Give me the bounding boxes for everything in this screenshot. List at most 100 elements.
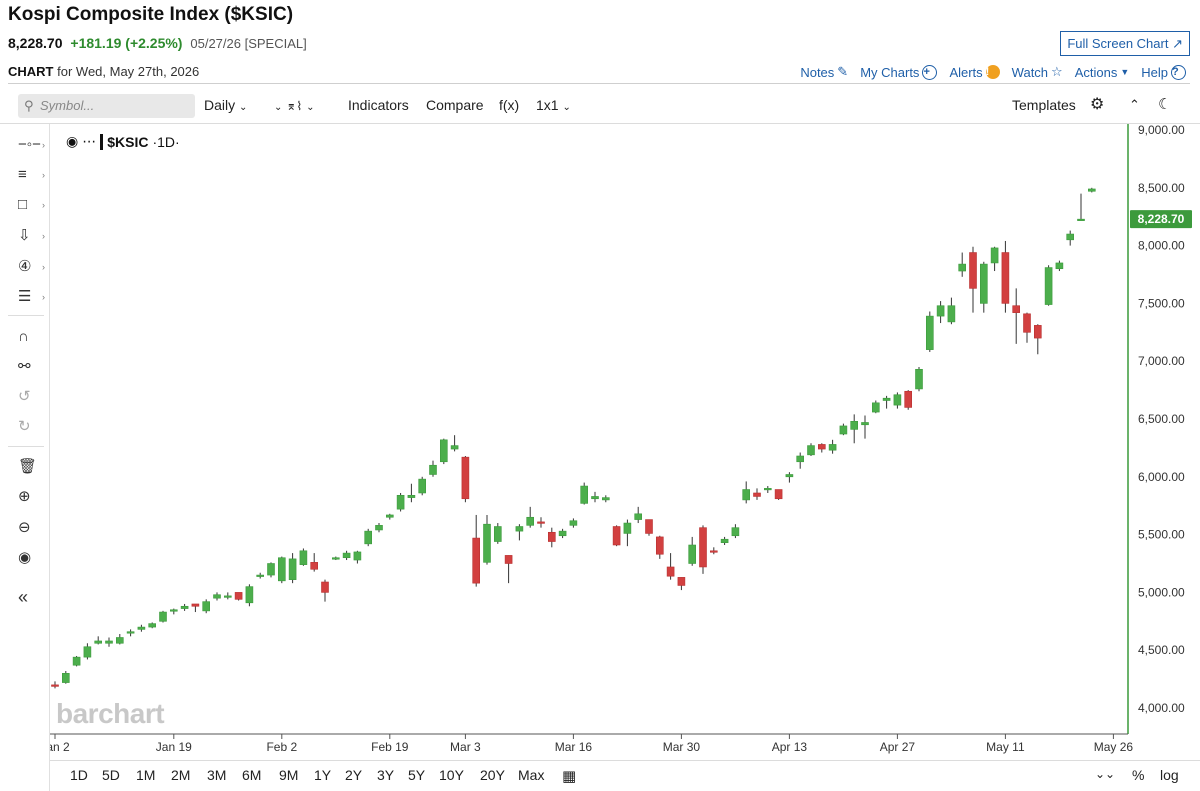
candle[interactable] — [990, 246, 999, 272]
candle[interactable] — [342, 550, 351, 561]
eye-icon[interactable]: ◉ — [18, 549, 32, 566]
collapse-sidebar-icon[interactable]: « — [18, 587, 29, 607]
gear-icon[interactable]: ⚙ — [1090, 96, 1105, 113]
candle[interactable] — [202, 599, 210, 614]
alerts-link[interactable]: Alerts! — [949, 64, 1000, 80]
candle[interactable] — [731, 524, 740, 539]
candle[interactable] — [785, 472, 794, 483]
candle[interactable] — [1023, 312, 1031, 343]
candle[interactable] — [288, 553, 297, 584]
candle[interactable] — [763, 486, 772, 493]
candle[interactable] — [947, 297, 956, 325]
period-1m[interactable]: 1M — [136, 767, 156, 783]
candle[interactable] — [817, 443, 826, 453]
layout-dropdown[interactable]: 1x1 ⌄ — [536, 97, 571, 113]
period-2y[interactable]: 2Y — [345, 767, 363, 783]
actions-menu[interactable]: Actions ▼ — [1075, 64, 1130, 80]
candle[interactable] — [461, 455, 470, 503]
candle[interactable] — [493, 523, 502, 544]
candle[interactable] — [753, 488, 761, 500]
watch-link[interactable]: Watch ☆ — [1012, 64, 1063, 80]
help-link[interactable]: Help? — [1141, 64, 1186, 80]
candle[interactable] — [353, 550, 362, 564]
candle[interactable] — [191, 603, 200, 613]
candle[interactable] — [418, 476, 427, 496]
eye-icon[interactable]: ◉ — [66, 133, 79, 149]
full-screen-chart-button[interactable]: Full Screen Chart ↗ — [1060, 31, 1190, 56]
candle[interactable] — [828, 439, 837, 454]
candle[interactable] — [159, 610, 167, 623]
candle[interactable] — [364, 528, 373, 547]
candle[interactable] — [137, 624, 146, 632]
candle[interactable] — [969, 246, 977, 313]
candle[interactable] — [839, 423, 848, 436]
candle[interactable] — [537, 517, 545, 528]
candle[interactable] — [1055, 260, 1064, 272]
candle[interactable] — [558, 528, 567, 539]
moon-icon[interactable]: ☾ — [1158, 96, 1172, 113]
function-button[interactable]: f(x) — [499, 97, 520, 113]
candle[interactable] — [634, 506, 643, 524]
candle[interactable] — [915, 366, 923, 392]
candle[interactable] — [623, 519, 632, 547]
candle[interactable] — [83, 643, 92, 660]
candle[interactable] — [148, 622, 156, 629]
period-20y[interactable]: 20Y — [480, 767, 505, 783]
candle[interactable] — [882, 395, 891, 409]
candle[interactable] — [1088, 187, 1096, 193]
candle[interactable] — [709, 547, 718, 555]
candle[interactable] — [278, 556, 286, 584]
candle[interactable] — [850, 414, 859, 444]
period-1d[interactable]: 1D — [70, 767, 88, 783]
candle[interactable] — [655, 535, 664, 559]
candle[interactable] — [321, 579, 329, 602]
candle[interactable] — [688, 536, 697, 566]
calendar-icon[interactable]: ▦ — [562, 768, 577, 785]
candle[interactable] — [699, 525, 707, 574]
candle[interactable] — [796, 452, 805, 469]
candle[interactable] — [331, 556, 340, 561]
candle[interactable] — [62, 671, 70, 684]
candle[interactable] — [612, 525, 621, 547]
candle[interactable] — [547, 527, 556, 548]
interval-dropdown[interactable]: Daily ⌄ — [204, 97, 247, 113]
candle[interactable] — [310, 553, 319, 572]
candle[interactable] — [396, 492, 405, 512]
notes-link[interactable]: Notes ✎ — [800, 64, 848, 80]
candle[interactable] — [677, 577, 686, 591]
period-9m[interactable]: 9M — [279, 767, 299, 783]
candle[interactable] — [483, 514, 491, 565]
period-5d[interactable]: 5D — [102, 767, 120, 783]
annotation-tool-icon[interactable]: ④ › — [18, 256, 46, 278]
period-3m[interactable]: 3M — [207, 767, 227, 783]
candle[interactable] — [472, 514, 481, 587]
more-icon[interactable]: ⋯ — [82, 133, 97, 149]
symbol-search-input[interactable]: ⚲ Symbol... — [18, 94, 195, 118]
period-6m[interactable]: 6M — [242, 767, 262, 783]
candle[interactable] — [51, 681, 59, 689]
candle[interactable] — [925, 311, 934, 352]
redo-icon[interactable]: ↻ — [18, 418, 31, 435]
candle[interactable] — [213, 592, 221, 601]
fib-tool-icon[interactable]: ≡ › — [18, 164, 46, 186]
candle[interactable] — [1012, 288, 1021, 344]
period-1y[interactable]: 1Y — [314, 767, 332, 783]
log-toggle[interactable]: log — [1160, 767, 1179, 783]
candle[interactable] — [267, 562, 275, 578]
candle[interactable] — [224, 592, 232, 600]
candle[interactable] — [385, 513, 394, 520]
candle[interactable] — [1066, 230, 1075, 246]
double-chevron-down-icon[interactable]: ⌄⌄ — [1095, 767, 1116, 781]
candle[interactable] — [450, 435, 459, 452]
candle[interactable] — [515, 524, 524, 541]
candle[interactable] — [504, 555, 513, 584]
candle[interactable] — [439, 438, 448, 465]
candle[interactable] — [105, 637, 113, 647]
candle[interactable] — [742, 481, 751, 504]
candle[interactable] — [256, 572, 264, 579]
candle[interactable] — [720, 536, 729, 546]
candle[interactable] — [526, 506, 535, 528]
candle[interactable] — [904, 390, 913, 410]
candle[interactable] — [893, 392, 902, 409]
candle[interactable] — [1077, 193, 1085, 221]
